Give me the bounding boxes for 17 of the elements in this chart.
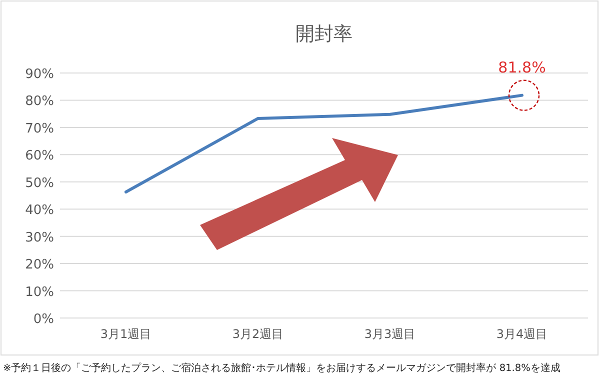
x-tick-label: 3月3週目: [364, 327, 416, 341]
y-tick-label: 30%: [25, 230, 54, 246]
x-tick-label: 3月4週目: [496, 327, 548, 341]
text: ※予約１日後の「ご予約したプラン、ご宿泊される旅館･ホテル情報」をお届けするメールマガジンで開封率が 81.8%を達成: [3, 362, 560, 374]
y-tick-label: 60%: [25, 148, 54, 164]
y-tick-label: 10%: [25, 284, 54, 300]
y-tick-label: 70%: [25, 121, 54, 136]
chart-title: 開封率: [296, 23, 352, 45]
y-tick-label: 90%: [25, 67, 54, 82]
x-tick-label: 3月1週目: [100, 327, 152, 341]
y-tick-label: 0%: [33, 312, 54, 327]
y-tick-label: 40%: [25, 203, 54, 218]
y-tick-label: 50%: [25, 176, 54, 191]
x-tick-label: 3月2週目: [232, 327, 284, 341]
y-tick-label: 20%: [25, 258, 54, 273]
annotation: 81.8%: [498, 58, 546, 76]
y-tick-label: 80%: [25, 94, 54, 110]
